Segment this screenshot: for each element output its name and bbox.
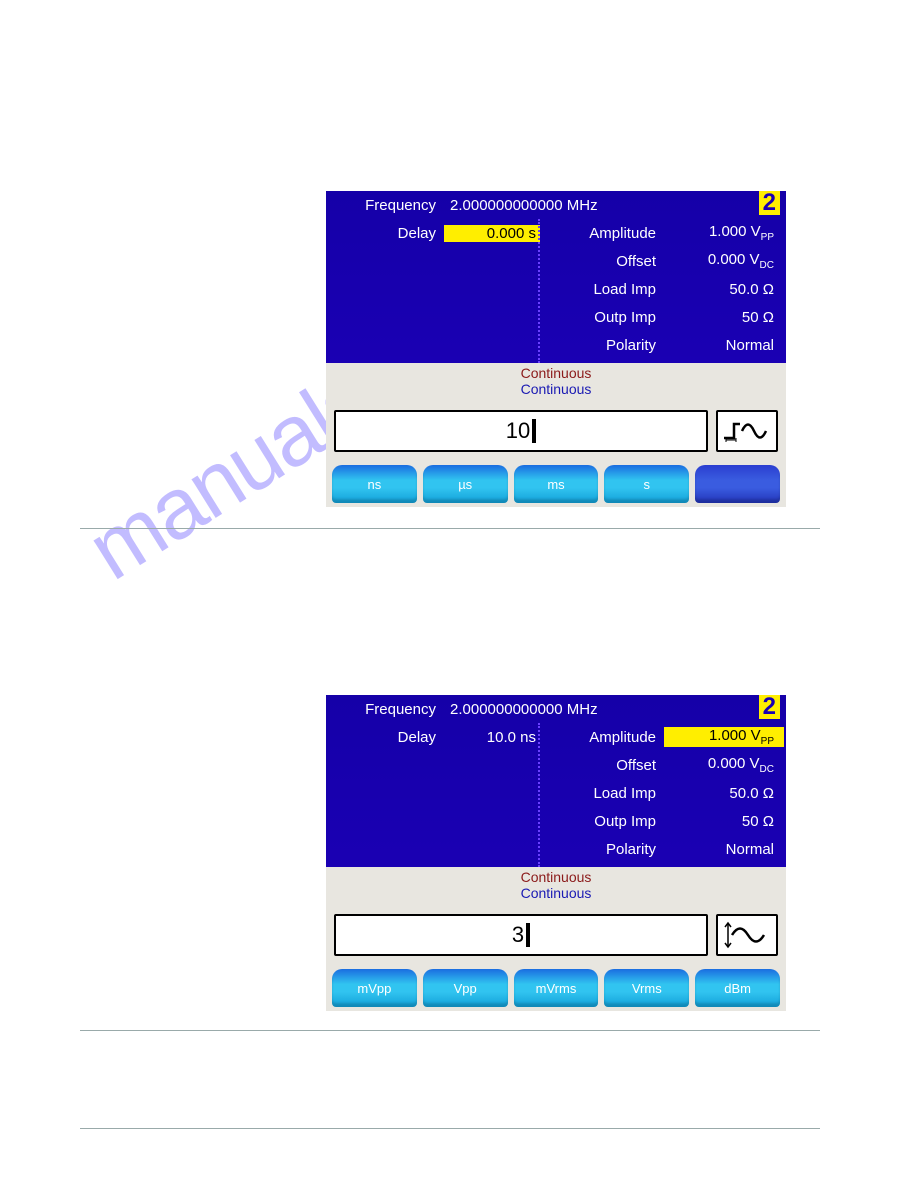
amplitude-num: 1.000 V xyxy=(709,727,761,744)
cursor-icon xyxy=(526,923,530,947)
softkey-us[interactable]: µs xyxy=(423,465,508,503)
polarity-label: Polarity xyxy=(540,841,664,858)
softkey-ms[interactable]: ms xyxy=(514,465,599,503)
softkey-label: Vrms xyxy=(632,981,662,996)
numeric-entry[interactable]: 3 xyxy=(334,914,708,956)
mode-strip: Continuous Continuous xyxy=(326,867,786,911)
input-row: 3 xyxy=(326,911,786,965)
instrument-screen-1: 2 Frequency 2.000000000000 MHz Delay 0.0… xyxy=(326,191,786,507)
section-divider xyxy=(80,1128,820,1129)
freq-value[interactable]: 2.000000000000 MHz xyxy=(444,197,786,214)
outpimp-value[interactable]: 50 Ω xyxy=(664,309,784,326)
amplitude-value[interactable]: 1.000 VPP xyxy=(664,223,784,243)
softkey-label: µs xyxy=(458,477,472,492)
amplitude-value[interactable]: 1.000 VPP xyxy=(664,727,784,747)
offset-value[interactable]: 0.000 VDC xyxy=(664,251,784,271)
freq-value[interactable]: 2.000000000000 MHz xyxy=(444,701,786,718)
outpimp-value[interactable]: 50 Ω xyxy=(664,813,784,830)
offset-label: Offset xyxy=(540,253,664,270)
polarity-value[interactable]: Normal xyxy=(664,337,784,354)
delay-label: Delay xyxy=(326,729,444,746)
softkey-mvrms[interactable]: mVrms xyxy=(514,969,599,1007)
softkey-label: Vpp xyxy=(454,981,477,996)
softkey-vrms[interactable]: Vrms xyxy=(604,969,689,1007)
softkey-row: ns µs ms s xyxy=(326,461,786,507)
param-panel: 2 Frequency 2.000000000000 MHz Delay 10.… xyxy=(326,695,786,867)
delay-value[interactable]: 0.000 s xyxy=(444,225,540,242)
numeric-entry[interactable]: 10 xyxy=(334,410,708,452)
amplitude-num: 1.000 V xyxy=(709,223,761,240)
section-divider xyxy=(80,528,820,529)
delay-wave-icon xyxy=(716,410,778,452)
mode-line2: Continuous xyxy=(326,885,786,901)
mode-line1: Continuous xyxy=(326,365,786,381)
input-row: 10 xyxy=(326,407,786,461)
numeric-text: 3 xyxy=(512,922,524,948)
softkey-label: mVrms xyxy=(536,981,577,996)
mode-strip: Continuous Continuous xyxy=(326,363,786,407)
numeric-text: 10 xyxy=(506,418,530,444)
polarity-label: Polarity xyxy=(540,337,664,354)
loadimp-label: Load Imp xyxy=(540,281,664,298)
softkey-label: mVpp xyxy=(357,981,391,996)
cursor-icon xyxy=(532,419,536,443)
softkey-label: s xyxy=(644,477,651,492)
loadimp-value[interactable]: 50.0 Ω xyxy=(664,281,784,298)
mode-line1: Continuous xyxy=(326,869,786,885)
instrument-screen-2: 2 Frequency 2.000000000000 MHz Delay 10.… xyxy=(326,695,786,1011)
mode-line2: Continuous xyxy=(326,381,786,397)
amplitude-sub: PP xyxy=(761,736,774,747)
delay-value[interactable]: 10.0 ns xyxy=(444,729,540,746)
channel-badge: 2 xyxy=(759,695,780,719)
polarity-value[interactable]: Normal xyxy=(664,841,784,858)
softkey-ns[interactable]: ns xyxy=(332,465,417,503)
loadimp-label: Load Imp xyxy=(540,785,664,802)
offset-num: 0.000 V xyxy=(708,755,760,772)
section-divider xyxy=(80,1030,820,1031)
softkey-label: ms xyxy=(547,477,564,492)
offset-num: 0.000 V xyxy=(708,251,760,268)
offset-sub: DC xyxy=(760,764,774,775)
softkey-row: mVpp Vpp mVrms Vrms dBm xyxy=(326,965,786,1011)
offset-label: Offset xyxy=(540,757,664,774)
amplitude-label: Amplitude xyxy=(540,225,664,242)
freq-label: Frequency xyxy=(326,197,444,214)
amplitude-label: Amplitude xyxy=(540,729,664,746)
softkey-blank[interactable] xyxy=(695,465,780,503)
divider-line xyxy=(538,219,540,363)
divider-line xyxy=(538,723,540,867)
softkey-dbm[interactable]: dBm xyxy=(695,969,780,1007)
param-panel: 2 Frequency 2.000000000000 MHz Delay 0.0… xyxy=(326,191,786,363)
softkey-s[interactable]: s xyxy=(604,465,689,503)
amplitude-sub: PP xyxy=(761,232,774,243)
offset-value[interactable]: 0.000 VDC xyxy=(664,755,784,775)
softkey-mvpp[interactable]: mVpp xyxy=(332,969,417,1007)
channel-badge: 2 xyxy=(759,191,780,215)
softkey-vpp[interactable]: Vpp xyxy=(423,969,508,1007)
amp-wave-icon xyxy=(716,914,778,956)
offset-sub: DC xyxy=(760,260,774,271)
softkey-label: dBm xyxy=(724,981,751,996)
freq-label: Frequency xyxy=(326,701,444,718)
softkey-label: ns xyxy=(368,477,382,492)
loadimp-value[interactable]: 50.0 Ω xyxy=(664,785,784,802)
outpimp-label: Outp Imp xyxy=(540,813,664,830)
delay-label: Delay xyxy=(326,225,444,242)
outpimp-label: Outp Imp xyxy=(540,309,664,326)
